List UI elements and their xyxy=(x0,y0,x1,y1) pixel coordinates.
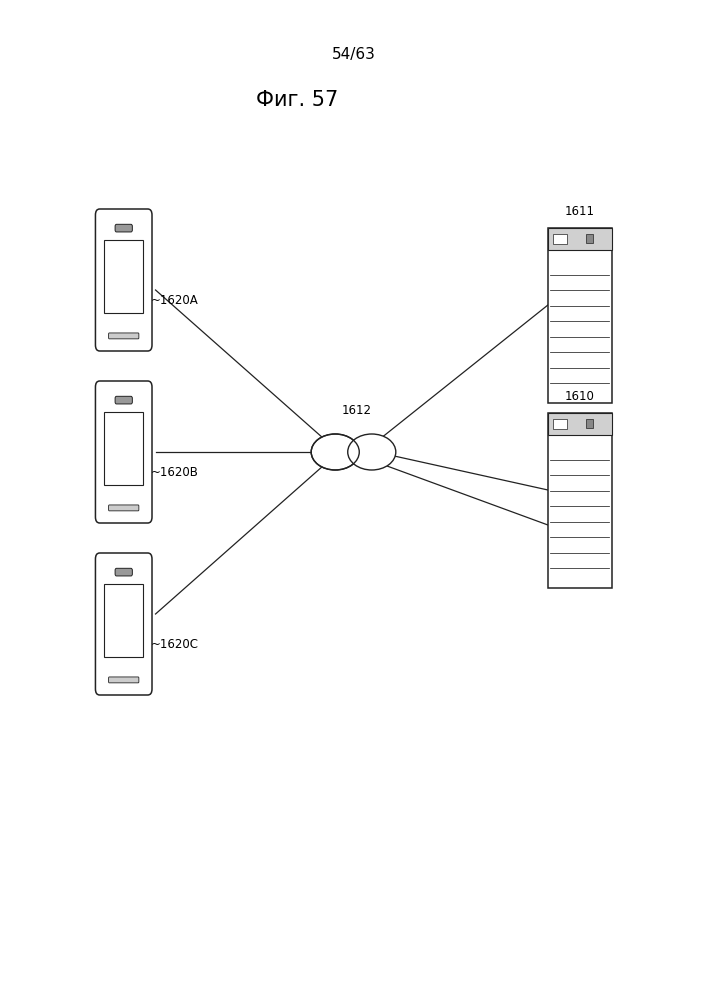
FancyBboxPatch shape xyxy=(109,505,139,511)
Ellipse shape xyxy=(311,434,359,470)
FancyBboxPatch shape xyxy=(115,224,132,232)
Bar xyxy=(586,234,592,243)
FancyBboxPatch shape xyxy=(109,677,139,683)
Bar xyxy=(548,412,612,587)
Text: 1611: 1611 xyxy=(565,205,595,218)
Text: ~1620B: ~1620B xyxy=(151,466,199,479)
Text: 1610: 1610 xyxy=(565,390,595,403)
Bar xyxy=(548,228,612,402)
Bar xyxy=(105,412,143,485)
Bar xyxy=(105,584,143,657)
FancyBboxPatch shape xyxy=(95,209,152,351)
Bar xyxy=(553,234,567,244)
Bar xyxy=(105,240,143,313)
FancyBboxPatch shape xyxy=(115,568,132,576)
FancyBboxPatch shape xyxy=(95,553,152,695)
Text: ~1620C: ~1620C xyxy=(151,638,199,650)
FancyBboxPatch shape xyxy=(115,396,132,404)
Bar xyxy=(586,419,592,428)
Bar xyxy=(548,228,612,250)
Text: Фиг. 57: Фиг. 57 xyxy=(256,90,338,110)
Ellipse shape xyxy=(348,434,396,470)
Bar xyxy=(553,419,567,429)
Text: 54/63: 54/63 xyxy=(332,47,375,62)
Text: 1612: 1612 xyxy=(342,404,372,417)
Bar xyxy=(548,413,612,435)
FancyBboxPatch shape xyxy=(109,333,139,339)
Text: ~1620A: ~1620A xyxy=(151,294,199,306)
FancyBboxPatch shape xyxy=(95,381,152,523)
